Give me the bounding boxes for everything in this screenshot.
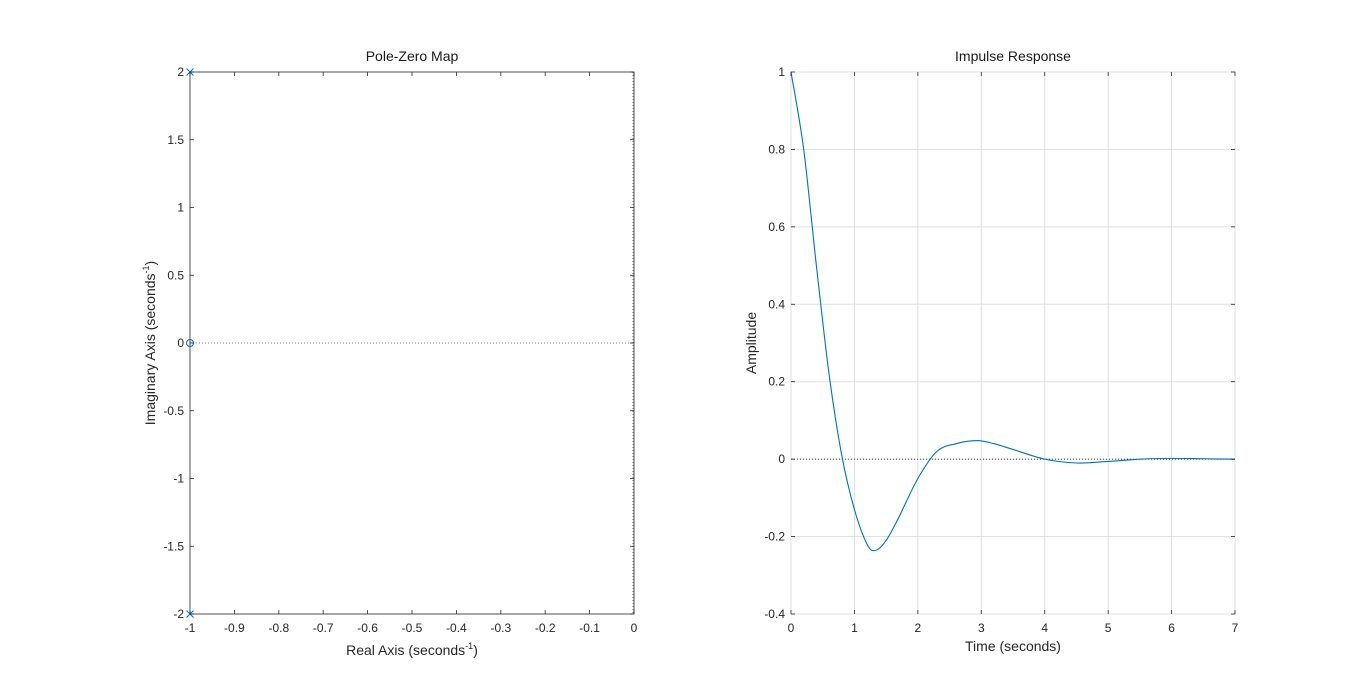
x-tick-label: -0.3 [490, 621, 511, 635]
x-tick-label: -0.7 [313, 621, 334, 635]
y-tick-label: -1.5 [163, 539, 184, 553]
x-tick-label: 6 [1168, 621, 1175, 635]
impulse-response-series-line [790, 71, 1236, 552]
y-tick-label: -0.5 [163, 404, 184, 418]
y-tick-label: 0 [778, 452, 785, 466]
x-tick-label: 2 [915, 621, 922, 635]
y-tick-label: 1 [778, 65, 785, 79]
x-tick-label: -0.9 [224, 621, 245, 635]
impulse-response-ylabel: Amplitude [743, 312, 759, 374]
y-tick-label: 1 [177, 201, 184, 215]
x-tick-label: -1 [185, 621, 196, 635]
x-tick-label: 0 [788, 621, 795, 635]
pole-zero-ylabel: Imaginary Axis (seconds-1) [141, 261, 158, 425]
pole-zero-xlabel: Real Axis (seconds-1) [346, 641, 478, 658]
pole-zero-map-axes: Pole-Zero Map -1 -0.9 -0.8 -0.7 -0.6 -0.5 -0.4… [141, 48, 638, 658]
y-tick-label: 0.5 [167, 268, 184, 282]
x-tick-label: 5 [1105, 621, 1112, 635]
impulse-response-axes: Impulse Response 0 1 2 3 4 5 6 7 -0.4 -0.2 0 0.2 0.… [743, 48, 1239, 654]
x-tick-label: -0.6 [357, 621, 378, 635]
x-tick-label: 7 [1232, 621, 1239, 635]
y-tick-label: 0.2 [768, 375, 785, 389]
y-tick-label: 0 [177, 336, 184, 350]
y-tick-label: 0.4 [768, 297, 785, 311]
x-tick-label: 3 [978, 621, 985, 635]
x-tick-label: -0.8 [268, 621, 289, 635]
x-tick-label: -0.5 [402, 621, 423, 635]
x-tick-label: -0.4 [446, 621, 467, 635]
y-tick-label: -2 [173, 607, 184, 621]
impulse-response-plot-area [790, 71, 1236, 615]
pole-zero-title: Pole-Zero Map [366, 48, 459, 64]
y-tick-label: -1 [173, 472, 184, 486]
impulse-response-title: Impulse Response [955, 48, 1071, 64]
x-tick-label: 1 [851, 621, 858, 635]
y-tick-label: -0.4 [764, 607, 785, 621]
x-tick-label: -0.2 [535, 621, 556, 635]
y-tick-label: 0.6 [768, 220, 785, 234]
y-tick-label: 2 [177, 65, 184, 79]
x-tick-label: 4 [1041, 621, 1048, 635]
y-tick-label: 0.8 [768, 142, 785, 156]
x-tick-label: -0.1 [579, 621, 600, 635]
impulse-response-xlabel: Time (seconds) [965, 638, 1061, 654]
y-tick-label: 1.5 [167, 133, 184, 147]
y-tick-label: -0.2 [764, 530, 785, 544]
x-tick-label: 0 [631, 621, 638, 635]
